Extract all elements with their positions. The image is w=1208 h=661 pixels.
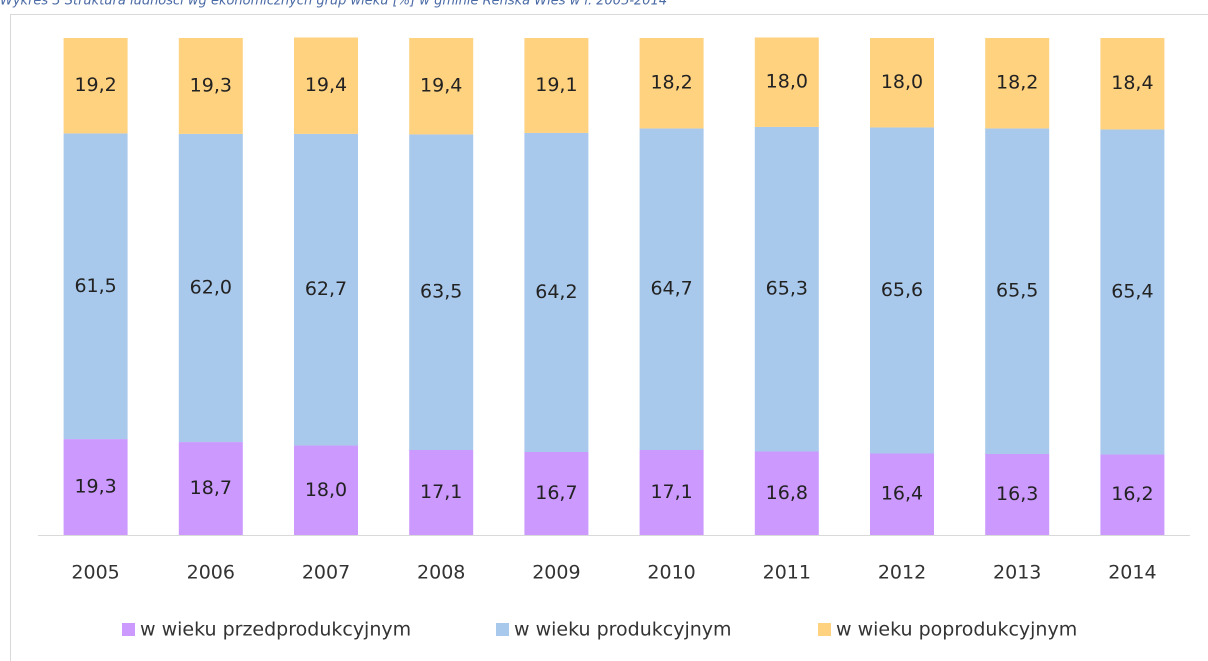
data-label: 16,2: [1111, 483, 1153, 505]
bar-segment: [1100, 454, 1165, 535]
data-label: 63,5: [420, 281, 462, 303]
legend-label: w wieku poprodukcyjnym: [836, 619, 1077, 641]
bar-segment: [178, 38, 243, 134]
data-label: 61,5: [74, 275, 116, 297]
data-label: 65,6: [881, 279, 923, 301]
bar-segment: [294, 133, 358, 446]
bar-segment: [63, 38, 128, 134]
bar-segment: [754, 126, 819, 452]
bar-segment: [985, 128, 1050, 454]
x-tick-label: 2014: [1108, 562, 1156, 584]
data-label: 18,2: [650, 72, 692, 94]
data-label: 18,0: [305, 479, 347, 501]
legend-label: w wieku przedprodukcyjnym: [140, 619, 411, 641]
x-tick-label: 2010: [647, 562, 695, 584]
x-tick-label: 2008: [417, 562, 465, 584]
bar-segment: [1100, 38, 1165, 130]
bar-segment: [524, 132, 589, 453]
bar-segment: [294, 445, 358, 535]
bar-segment: [639, 450, 704, 535]
bar-segment: [870, 38, 934, 128]
x-tick-label: 2012: [878, 562, 926, 584]
bar-segment: [754, 451, 819, 535]
data-label: 62,7: [305, 278, 347, 300]
data-label: 64,2: [535, 281, 577, 303]
data-label: 19,2: [74, 74, 116, 96]
bar-segment: [985, 453, 1050, 535]
bar-segment: [754, 37, 819, 127]
bar-segment: [63, 439, 128, 535]
data-label: 16,8: [766, 482, 808, 504]
data-label: 19,3: [190, 74, 232, 96]
legend-swatch: [122, 623, 135, 636]
legend-swatch: [496, 623, 509, 636]
bar-segment: [63, 133, 128, 440]
data-label: 16,7: [535, 482, 577, 504]
bar-segment: [178, 442, 243, 535]
x-tick-label: 2013: [993, 562, 1041, 584]
data-label: 16,4: [881, 483, 923, 505]
bar-segment: [409, 134, 474, 451]
bar-segment: [870, 453, 934, 535]
data-label: 19,4: [420, 75, 462, 97]
legend-label: w wieku produkcyjnym: [514, 619, 732, 641]
bar-segment: [524, 38, 589, 133]
x-tick-label: 2011: [763, 562, 811, 584]
data-label: 18,4: [1111, 72, 1153, 94]
x-tick-label: 2007: [302, 562, 350, 584]
data-label: 19,4: [305, 74, 347, 96]
bar-segment: [524, 452, 589, 535]
bar-segment: [178, 133, 243, 443]
bar-segment: [409, 38, 474, 135]
bar-segment: [409, 450, 474, 535]
bar-segment: [639, 38, 704, 129]
data-label: 19,3: [74, 476, 116, 498]
chart-frame: [10, 14, 1208, 661]
data-label: 16,3: [996, 483, 1038, 505]
data-label: 64,7: [650, 278, 692, 300]
legend-swatch: [818, 623, 831, 636]
data-label: 18,0: [766, 71, 808, 93]
data-label: 19,1: [535, 74, 577, 96]
data-label: 62,0: [190, 276, 232, 298]
data-label: 18,7: [190, 477, 232, 499]
data-label: 65,5: [996, 280, 1038, 302]
data-label: 18,0: [881, 71, 923, 93]
bar-segment: [1100, 129, 1165, 455]
data-label: 17,1: [420, 481, 462, 503]
data-label: 18,2: [996, 72, 1038, 94]
bar-segment: [985, 38, 1050, 129]
data-label: 17,1: [650, 481, 692, 503]
data-label: 65,3: [766, 278, 808, 300]
bar-segment: [294, 37, 358, 134]
chart-title: Wykres 3 Struktura ludności wg ekonomicz…: [0, 0, 667, 9]
data-label: 65,4: [1111, 280, 1153, 302]
x-tick-label: 2005: [71, 562, 119, 584]
x-tick-label: 2009: [532, 562, 580, 584]
bar-segment: [870, 127, 934, 454]
bar-segment: [639, 128, 704, 451]
x-tick-label: 2006: [187, 562, 235, 584]
